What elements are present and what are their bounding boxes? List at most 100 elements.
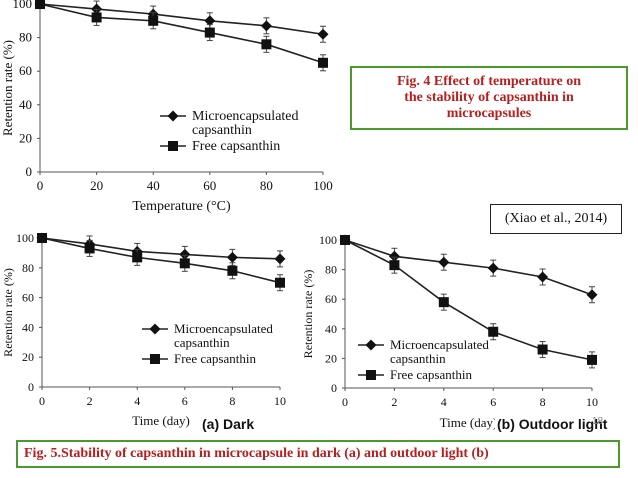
y-tick-label: 80 — [22, 261, 34, 275]
data-point — [37, 233, 47, 243]
legend-entry: Microencapsulated — [174, 321, 273, 336]
dark-panel-label: (a) Dark — [200, 416, 257, 432]
data-point — [537, 344, 548, 355]
series-line — [39, 3, 324, 64]
series-line — [344, 239, 593, 361]
data-point — [226, 251, 238, 263]
y-tick-label: 40 — [22, 320, 34, 334]
fig4-caption-line: the stability of capsanthin in — [404, 90, 574, 105]
x-tick-label: 8 — [229, 394, 235, 408]
data-point — [132, 252, 143, 263]
temperature-chart: 0 20 40 60 80 100 0 20 40 60 80 100 Temperature (°C)… — [0, 0, 333, 214]
data-point — [91, 12, 102, 23]
data-point — [487, 262, 499, 274]
data-point — [388, 250, 400, 262]
x-tick-label: 0 — [37, 178, 44, 193]
data-point — [149, 323, 161, 335]
data-point — [148, 15, 159, 26]
x-tick-label: 20 — [90, 178, 103, 193]
y-tick-label: 40 — [325, 322, 337, 336]
data-point — [586, 289, 598, 301]
y-tick-label: 0 — [331, 381, 337, 395]
y-tick-label: 100 — [13, 0, 33, 11]
x-tick-label: 6 — [490, 395, 496, 409]
series-line — [41, 237, 281, 260]
x-tick-label: 2 — [391, 395, 397, 409]
x-tick-label: 2 — [87, 394, 93, 408]
data-point — [274, 253, 286, 265]
series-line — [344, 239, 593, 296]
outdoor-panel-label: (b) Outdoor light — [495, 416, 610, 432]
x-tick-label: 0 — [39, 394, 45, 408]
x-tick-label: 100 — [313, 178, 333, 193]
y-tick-label: 0 — [26, 164, 33, 179]
x-tick-label: 60 — [203, 178, 216, 193]
data-point — [260, 20, 272, 32]
data-point — [35, 0, 45, 9]
citation: (Xiao et al., 2014) — [490, 204, 622, 234]
x-tick-label: 10 — [274, 394, 286, 408]
data-point — [167, 110, 179, 122]
data-point — [438, 256, 450, 268]
y-axis-label: Retention rate (%) — [301, 270, 315, 359]
legend-entry: Microencapsulated — [192, 109, 299, 124]
x-tick-label: 10 — [586, 395, 598, 409]
y-tick-label: 60 — [325, 292, 337, 306]
x-axis-label: Time (day) — [440, 415, 498, 430]
x-tick-label: 8 — [540, 395, 546, 409]
y-tick-label: 60 — [19, 63, 32, 78]
data-point — [227, 265, 238, 276]
y-axis-label: Retention rate (%) — [1, 268, 15, 357]
data-point — [389, 260, 400, 271]
legend-entry: capsanthin — [174, 335, 230, 350]
y-tick-label: 20 — [325, 351, 337, 365]
fig4-caption-box: Fig. 4 Effect of temperature on the stab… — [350, 66, 628, 130]
data-point — [318, 57, 328, 68]
x-tick-label: 40 — [147, 178, 160, 193]
y-tick-label: 40 — [19, 97, 32, 112]
y-tick-label: 100 — [319, 233, 337, 247]
data-point — [365, 339, 377, 351]
y-tick-label: 20 — [19, 130, 32, 145]
legend-entry: Free capsanthin — [390, 367, 472, 382]
y-tick-label: 60 — [22, 291, 34, 305]
y-axis-label: Retention rate (%) — [0, 40, 15, 136]
legend-entry: Free capsanthin — [174, 351, 256, 366]
legend-entry: Free capsanthin — [192, 139, 280, 154]
data-point — [168, 141, 178, 151]
x-tick-label: 4 — [134, 394, 140, 408]
data-point — [488, 326, 499, 337]
legend-entry: capsanthin — [192, 123, 252, 138]
data-point — [537, 271, 549, 283]
data-point — [179, 258, 190, 269]
legend-entry: Microencapsulated — [390, 337, 489, 352]
x-tick-label: 4 — [441, 395, 447, 409]
fig4-caption-line: microcapsules — [446, 106, 532, 121]
page-number: 18 — [592, 416, 604, 427]
y-tick-label: 20 — [22, 350, 34, 364]
data-point — [204, 15, 216, 27]
series-line — [39, 3, 324, 36]
series-line — [41, 237, 281, 284]
x-tick-label: 6 — [182, 394, 188, 408]
legend-entry: capsanthin — [390, 351, 446, 366]
fig5-caption: Fig. 5.Stability of capsanthin in microc… — [24, 446, 489, 461]
data-point — [438, 297, 449, 308]
data-point — [204, 27, 215, 38]
data-point — [587, 354, 597, 365]
fig5-caption-box: Fig. 5.Stability of capsanthin in microc… — [16, 440, 620, 468]
y-tick-label: 0 — [28, 380, 34, 394]
data-point — [84, 243, 95, 254]
data-point — [366, 370, 376, 380]
y-tick-label: 100 — [16, 231, 34, 245]
fig4-caption-line: Fig. 4 Effect of temperature on — [396, 74, 582, 89]
data-point — [261, 39, 272, 50]
x-tick-label: 80 — [260, 178, 273, 193]
data-point — [179, 248, 191, 260]
data-point — [275, 277, 285, 288]
y-tick-label: 80 — [325, 263, 337, 277]
data-point — [150, 354, 160, 364]
data-point — [317, 28, 329, 40]
